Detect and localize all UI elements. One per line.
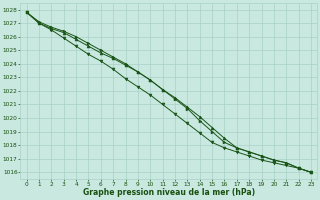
X-axis label: Graphe pression niveau de la mer (hPa): Graphe pression niveau de la mer (hPa) (83, 188, 255, 197)
